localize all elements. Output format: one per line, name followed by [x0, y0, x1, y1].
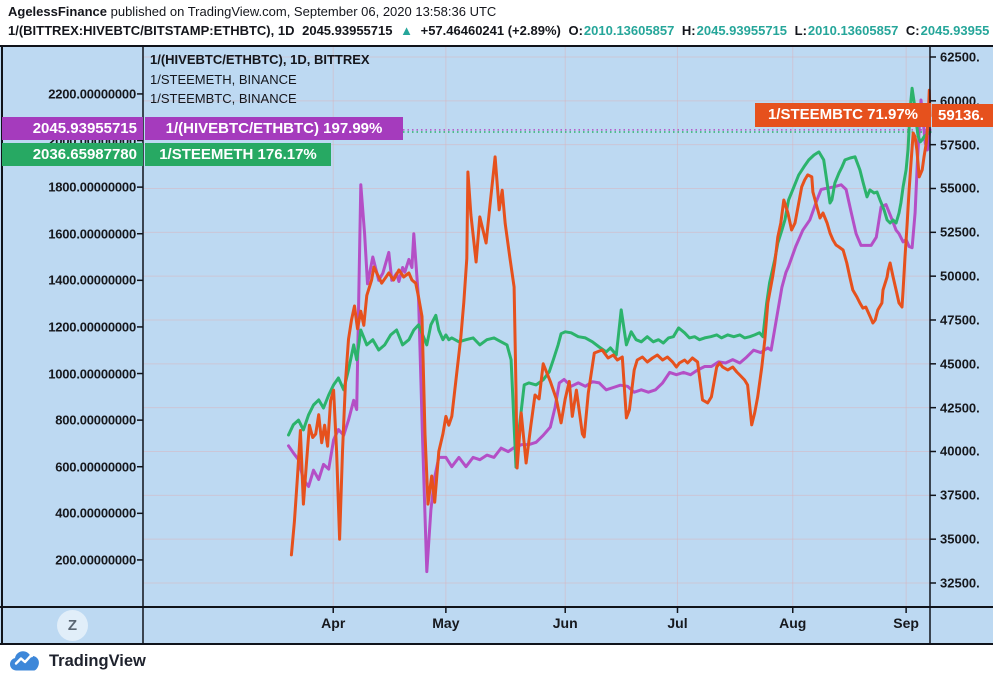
right-axis-tick-label[interactable]: 50000. — [940, 268, 980, 284]
author-name: AgelessFinance — [8, 4, 107, 19]
right-axis-tick-label[interactable]: 37500. — [940, 487, 980, 503]
steemeth-price-label: 2036.65987780 — [2, 143, 143, 166]
series-line--steembtc — [289, 88, 932, 557]
legend-steemeth[interactable]: 1/STEEMETH, BINANCE — [150, 71, 297, 87]
left-axis-tick-label[interactable]: 1400.00000000 — [48, 272, 136, 288]
high-value: 2045.93955715 — [696, 23, 788, 38]
time-axis-label-may[interactable]: May — [432, 615, 460, 631]
tradingview-cloud-icon — [10, 651, 39, 671]
symbol-title: 1/(BITTREX:HIVEBTC/BITSTAMP:ETHBTC), 1D — [8, 23, 295, 38]
right-axis-tick-label[interactable]: 62500. — [940, 49, 980, 65]
left-axis-tick-label[interactable]: 600.00000000 — [55, 459, 136, 475]
time-axis-label-jul[interactable]: Jul — [667, 615, 688, 631]
open-value: 2010.13605857 — [583, 23, 675, 38]
series-line--steemeth — [287, 86, 932, 469]
steembtc-axis-price-label: 59136. — [932, 104, 993, 127]
open-label: O: — [568, 23, 583, 38]
time-axis-label-sep[interactable]: Sep — [893, 615, 919, 631]
up-arrow-icon: ▲ — [400, 23, 413, 38]
time-axis-label-jun[interactable]: Jun — [552, 615, 578, 631]
right-axis-tick-label[interactable]: 47500. — [940, 312, 980, 328]
byline: AgelessFinance published on TradingView.… — [8, 4, 496, 19]
left-axis-tick-label[interactable]: 1600.00000000 — [48, 226, 136, 242]
left-axis-tick-label[interactable]: 1200.00000000 — [48, 319, 136, 335]
close-value: 2045.93955 — [920, 23, 990, 38]
time-axis-label-apr[interactable]: Apr — [321, 615, 346, 631]
hivebtc-price-label: 2045.93955715 — [2, 117, 143, 140]
right-axis-tick-label[interactable]: 42500. — [940, 400, 980, 416]
legend-steembtc[interactable]: 1/STEEMBTC, BINANCE — [150, 91, 297, 106]
left-axis-tick-label[interactable]: 400.00000000 — [55, 505, 136, 521]
byline-text: published on TradingView.com, September … — [107, 4, 497, 19]
steemeth-series-label: 1/STEEMETH 176.17% — [145, 143, 331, 166]
low-label: L: — [794, 23, 807, 38]
price-change: +57.46460241 (+2.89%) — [420, 23, 561, 38]
last-price: 2045.93955715 — [302, 23, 393, 38]
symbol-info-bar: 1/(BITTREX:HIVEBTC/BITSTAMP:ETHBTC), 1D … — [8, 23, 993, 38]
close-label: C: — [905, 23, 920, 38]
price-chart-canvas[interactable] — [0, 45, 993, 645]
right-axis-tick-label[interactable]: 57500. — [940, 137, 980, 153]
zoom-out-button[interactable]: Z — [57, 610, 88, 641]
tradingview-wordmark: TradingView — [49, 652, 146, 670]
high-label: H: — [681, 23, 696, 38]
left-axis-tick-label[interactable]: 1800.00000000 — [48, 179, 136, 195]
right-axis-tick-label[interactable]: 40000. — [940, 443, 980, 459]
chart-legend: 1/(HIVEBTC/ETHBTC), 1D, BITTREX 1/STEEME… — [150, 50, 370, 109]
left-axis-tick-label[interactable]: 1000.00000000 — [48, 366, 136, 382]
right-axis-tick-label[interactable]: 45000. — [940, 356, 980, 372]
right-axis-tick-label[interactable]: 35000. — [940, 531, 980, 547]
left-axis-tick-label[interactable]: 2200.00000000 — [48, 86, 136, 102]
footer: TradingView — [0, 645, 993, 679]
time-axis-label-aug[interactable]: Aug — [779, 615, 807, 631]
hivebtc-series-label: 1/(HIVEBTC/ETHBTC) 197.99% — [145, 117, 403, 140]
tradingview-logo-link[interactable]: TradingView — [8, 649, 146, 674]
legend-main-series[interactable]: 1/(HIVEBTC/ETHBTC), 1D, BITTREX — [150, 52, 370, 67]
steembtc-series-label: 1/STEEMBTC 71.97% — [755, 103, 931, 127]
low-value: 2010.13605857 — [807, 23, 899, 38]
right-axis-tick-label[interactable]: 32500. — [940, 575, 980, 591]
right-axis-tick-label[interactable]: 52500. — [940, 224, 980, 240]
left-axis-tick-label[interactable]: 200.00000000 — [55, 552, 136, 568]
series-line--hivebtc-ethbtc- — [287, 98, 932, 574]
left-axis-tick-label[interactable]: 800.00000000 — [55, 412, 136, 428]
right-axis-tick-label[interactable]: 55000. — [940, 180, 980, 196]
